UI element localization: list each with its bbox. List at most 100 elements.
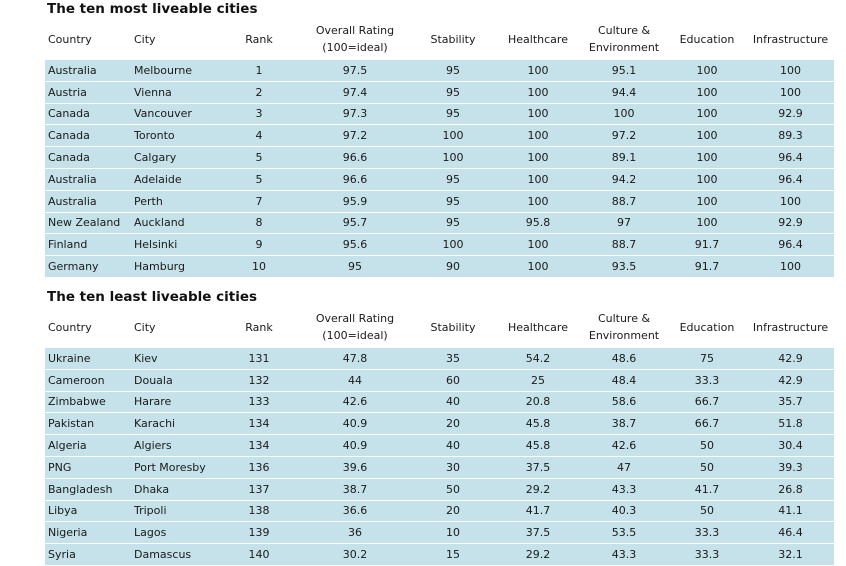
table-row: Australia Perth 7 95.9 95 100 88.7 100 100 xyxy=(45,190,834,213)
cell-city: Kiev xyxy=(131,348,219,370)
table-row: Ukraine Kiev 131 47.8 35 54.2 48.6 75 42.9 xyxy=(45,348,834,370)
cell-healthcare: 100 xyxy=(495,103,581,126)
cell-rank: 9 xyxy=(219,234,299,257)
cell-infrastructure: 46.4 xyxy=(747,522,834,545)
cell-rank: 8 xyxy=(219,212,299,235)
cell-education: 100 xyxy=(667,103,747,126)
table-row: New Zealand Auckland 8 95.7 95 95.8 97 100 92.9 xyxy=(45,212,834,235)
cell-culture-environment: 94.4 xyxy=(581,81,667,104)
cell-city: Vienna xyxy=(131,81,219,104)
cell-education: 100 xyxy=(667,60,747,82)
cell-rank: 4 xyxy=(219,125,299,148)
cell-stability: 95 xyxy=(411,60,495,82)
cell-rank: 134 xyxy=(219,413,299,436)
cell-education: 100 xyxy=(667,190,747,213)
table-row: Pakistan Karachi 134 40.9 20 45.8 38.7 66.7 51.8 xyxy=(45,413,834,436)
cell-infrastructure: 100 xyxy=(747,60,834,82)
cell-rank: 1 xyxy=(219,60,299,82)
cell-city: Auckland xyxy=(131,212,219,235)
cell-culture-environment: 97.2 xyxy=(581,125,667,148)
table-row: PNG Port Moresby 136 39.6 30 37.5 47 50 39.3 xyxy=(45,456,834,479)
cell-infrastructure: 92.9 xyxy=(747,103,834,126)
column-header-rank: Rank xyxy=(245,320,273,334)
cell-stability: 20 xyxy=(411,500,495,523)
table-row: Canada Vancouver 3 97.3 95 100 100 100 92.9 xyxy=(45,103,834,126)
table-row: Syria Damascus 140 30.2 15 29.2 43.3 33.3 32.1 xyxy=(45,544,834,566)
cell-overall-rating: 96.6 xyxy=(299,168,411,191)
cell-healthcare: 37.5 xyxy=(495,456,581,479)
cell-education: 100 xyxy=(667,212,747,235)
cell-stability: 40 xyxy=(411,391,495,414)
column-header-rank: Rank xyxy=(245,32,273,46)
cell-city: Algiers xyxy=(131,435,219,457)
cell-country: Libya xyxy=(45,500,131,523)
cell-infrastructure: 92.9 xyxy=(747,212,834,235)
section-title: The ten most liveable cities xyxy=(47,1,258,17)
table-row: Libya Tripoli 138 36.6 20 41.7 40.3 50 41.1 xyxy=(45,500,834,523)
cell-culture-environment: 88.7 xyxy=(581,234,667,257)
cell-city: Port Moresby xyxy=(131,456,219,479)
cell-infrastructure: 41.1 xyxy=(747,500,834,523)
cell-rank: 137 xyxy=(219,478,299,501)
cell-infrastructure: 96.4 xyxy=(747,168,834,191)
cell-country: Australia xyxy=(45,190,131,213)
cell-stability: 30 xyxy=(411,456,495,479)
cell-rank: 131 xyxy=(219,348,299,370)
cell-overall-rating: 36 xyxy=(299,522,411,545)
cell-city: Dhaka xyxy=(131,478,219,501)
cell-city: Tripoli xyxy=(131,500,219,523)
column-header-education: Education xyxy=(679,320,735,334)
cell-country: Nigeria xyxy=(45,522,131,545)
cell-country: Bangladesh xyxy=(45,478,131,501)
cell-culture-environment: 48.4 xyxy=(581,369,667,392)
cell-infrastructure: 30.4 xyxy=(747,435,834,457)
table-row: Cameroon Douala 132 44 60 25 48.4 33.3 42.9 xyxy=(45,369,834,392)
cell-rank: 136 xyxy=(219,456,299,479)
cell-overall-rating: 39.6 xyxy=(299,456,411,479)
cell-overall-rating: 97.3 xyxy=(299,103,411,126)
cell-rank: 7 xyxy=(219,190,299,213)
table-body: Ukraine Kiev 131 47.8 35 54.2 48.6 75 42.9 Camero… xyxy=(45,348,834,566)
cell-stability: 20 xyxy=(411,413,495,436)
cell-city: Harare xyxy=(131,391,219,414)
section-title: The ten least liveable cities xyxy=(47,289,258,305)
cell-city: Karachi xyxy=(131,413,219,436)
table-row: Austria Vienna 2 97.4 95 100 94.4 100 100 xyxy=(45,81,834,104)
cell-stability: 95 xyxy=(411,190,495,213)
cell-culture-environment: 48.6 xyxy=(581,348,667,370)
cell-stability: 60 xyxy=(411,369,495,392)
cell-infrastructure: 100 xyxy=(747,190,834,213)
cell-rank: 140 xyxy=(219,544,299,566)
most-liveable-table: Country City Rank Overall Rating (100=ideal)… xyxy=(45,18,834,278)
cell-culture-environment: 53.5 xyxy=(581,522,667,545)
cell-country: Algeria xyxy=(45,435,131,457)
cell-country: New Zealand xyxy=(45,212,131,235)
cell-infrastructure: 26.8 xyxy=(747,478,834,501)
cell-overall-rating: 97.5 xyxy=(299,60,411,82)
cell-country: Australia xyxy=(45,168,131,191)
cell-country: Ukraine xyxy=(45,348,131,370)
cell-healthcare: 37.5 xyxy=(495,522,581,545)
cell-infrastructure: 39.3 xyxy=(747,456,834,479)
cell-overall-rating: 40.9 xyxy=(299,435,411,457)
cell-culture-environment: 97 xyxy=(581,212,667,235)
cell-healthcare: 41.7 xyxy=(495,500,581,523)
cell-culture-environment: 95.1 xyxy=(581,60,667,82)
cell-education: 33.3 xyxy=(667,544,747,566)
table-row: Finland Helsinki 9 95.6 100 100 88.7 91.7 96.4 xyxy=(45,234,834,257)
cell-culture-environment: 47 xyxy=(581,456,667,479)
cell-culture-environment: 43.3 xyxy=(581,544,667,566)
column-header-overall-rating: Overall Rating (100=ideal) xyxy=(315,312,395,342)
column-header-stability: Stability xyxy=(430,32,476,46)
cell-country: PNG xyxy=(45,456,131,479)
cell-rank: 10 xyxy=(219,256,299,278)
cell-country: Pakistan xyxy=(45,413,131,436)
cell-country: Cameroon xyxy=(45,369,131,392)
cell-city: Helsinki xyxy=(131,234,219,257)
cell-overall-rating: 47.8 xyxy=(299,348,411,370)
cell-infrastructure: 51.8 xyxy=(747,413,834,436)
cell-education: 91.7 xyxy=(667,256,747,278)
cell-country: Austria xyxy=(45,81,131,104)
cell-healthcare: 45.8 xyxy=(495,435,581,457)
cell-rank: 132 xyxy=(219,369,299,392)
